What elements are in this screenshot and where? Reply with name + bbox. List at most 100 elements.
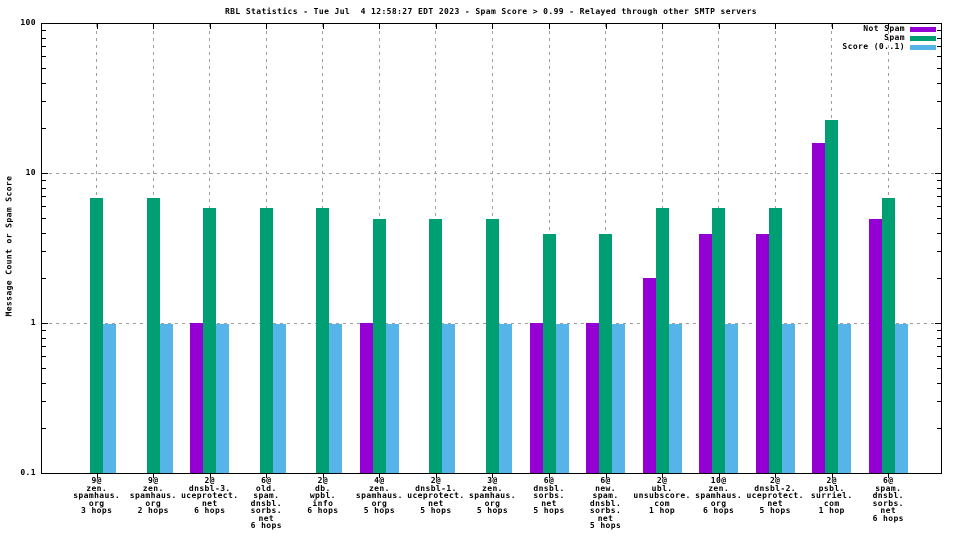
y-minor-tick-right xyxy=(937,37,941,39)
x-tick-label: 2@ dnsbl-2. uceprotect. net 5 hops xyxy=(730,477,820,515)
x-tick-bottom xyxy=(888,474,890,478)
y-minor-tick-right xyxy=(937,206,941,208)
x-tick-label-line: 2@ xyxy=(317,476,329,485)
x-tick-label: 6@ dnsbl. sorbs. net 5 hops xyxy=(504,477,594,515)
x-tick-label-line: dnsbl. xyxy=(533,483,565,493)
x-tick-bottom xyxy=(96,474,98,478)
x-tick-label: 6@ old. spam. dnsbl. sorbs. net 6 hops xyxy=(221,477,311,530)
y-minor-tick-left xyxy=(42,337,46,339)
x-tick-label-line: net xyxy=(880,506,897,515)
x-tick-label-line: spam. xyxy=(253,491,280,500)
y-minor-tick-left xyxy=(42,127,46,129)
x-tick-label-line: dnsbl-1. xyxy=(415,483,457,493)
y-minor-tick-right xyxy=(937,232,941,234)
x-tick-label-line: sorbs. xyxy=(589,506,622,515)
x-tick-label-line: db. xyxy=(315,483,331,493)
x-tick-label-line: spamhaus. xyxy=(695,491,743,500)
legend: Not Spam Spam Score (0..1) xyxy=(842,25,936,51)
x-tick-label-line: 2@ xyxy=(769,476,781,485)
x-tick-label: 2@ dnsbl-1. uceprotect. net 5 hops xyxy=(391,477,481,515)
x-tick-label: 6@ spam. dnsbl. sorbs. net 6 hops xyxy=(843,477,933,522)
x-tick-label-line: 6 hops xyxy=(194,506,226,515)
x-tick-label-line: 5 hops xyxy=(533,506,565,515)
x-tick-label: 10@ zen. spamhaus. org 6 hops xyxy=(674,477,764,515)
x-tick-label-line: old. xyxy=(255,483,277,493)
x-tick-label-line: new. xyxy=(595,483,616,493)
bar-not-spam-12 xyxy=(699,234,713,473)
x-tick-label-line: sorbs. xyxy=(872,498,904,508)
y-minor-tick-left xyxy=(42,382,46,384)
x-tick-label-line: net xyxy=(597,513,614,523)
bar-spam-12 xyxy=(712,208,726,473)
y-minor-tick-left xyxy=(42,346,46,348)
x-tick-label-line: 6@ xyxy=(600,476,611,485)
x-tick-label-line: 5 hops xyxy=(476,506,509,515)
y-tick-label: 100 xyxy=(20,18,36,27)
y-major-tick-right xyxy=(935,173,941,174)
x-tick-label-line: spamhaus. xyxy=(355,491,403,500)
x-tick-label-line: com xyxy=(823,498,840,508)
bar-score-0-1-11 xyxy=(668,323,682,473)
bar-spam-8 xyxy=(485,219,499,473)
x-tick-label-line: spamhaus. xyxy=(129,491,177,500)
bar-spam-11 xyxy=(655,208,669,473)
x-tick-top xyxy=(492,24,494,29)
bar-spam-10 xyxy=(599,234,613,473)
bar-spam-7 xyxy=(429,219,443,473)
x-tick-label-line: ubl. xyxy=(651,483,673,493)
y-minor-tick-right xyxy=(937,46,941,48)
x-tick-label-line: zen. xyxy=(708,483,730,493)
y-minor-tick-right xyxy=(937,277,941,279)
x-tick-label-line: 6@ xyxy=(543,476,555,485)
x-tick-label-line: wpbl. xyxy=(309,491,336,500)
x-tick-label-line: 5 hops xyxy=(363,506,396,515)
bar-not-spam-9 xyxy=(529,323,543,473)
bar-score-0-1-14 xyxy=(838,323,852,473)
y-minor-tick-left xyxy=(42,368,46,370)
x-tick-label-line: zen. xyxy=(142,483,164,493)
bar-spam-14 xyxy=(825,120,839,473)
x-tick-label-line: zen. xyxy=(86,483,108,493)
bar-not-spam-13 xyxy=(755,234,769,473)
y-minor-tick-left xyxy=(42,68,46,70)
x-tick-label: 9@ zen. spamhaus. org 3 hops xyxy=(52,477,142,515)
x-tick-top xyxy=(831,24,833,29)
bar-not-spam-14 xyxy=(812,143,826,473)
x-tick-top xyxy=(153,24,155,29)
x-tick-top xyxy=(605,24,607,29)
x-tick-label-line: org xyxy=(710,498,727,508)
bar-spam-13 xyxy=(768,208,782,473)
y-minor-tick-left xyxy=(42,401,46,403)
bar-score-0-1-6 xyxy=(385,323,399,473)
x-tick-top xyxy=(322,24,324,29)
x-tick-bottom xyxy=(435,474,437,478)
x-tick-label-line: dnsbl. xyxy=(872,491,904,500)
x-tick-label-line: org xyxy=(88,498,105,508)
y-minor-tick-left xyxy=(42,82,46,84)
bar-spam-4 xyxy=(259,208,273,473)
x-tick-label-line: 5 hops xyxy=(420,506,452,515)
bar-score-0-1-12 xyxy=(725,323,739,473)
bar-spam-3 xyxy=(203,208,217,473)
x-tick-label-line: 9@ xyxy=(148,476,159,485)
x-tick-label-line: net xyxy=(258,513,275,523)
x-tick-bottom xyxy=(209,474,211,478)
y-minor-tick-left xyxy=(42,29,46,31)
x-tick-bottom xyxy=(153,474,155,478)
plot-area: Not Spam Spam Score (0..1) xyxy=(41,23,942,478)
x-tick-top xyxy=(718,24,720,29)
x-tick-label-line: 4@ xyxy=(374,476,385,485)
y-minor-tick-left xyxy=(42,427,46,429)
x-tick-top xyxy=(775,24,777,29)
x-tick-label-line: 2@ xyxy=(430,476,442,485)
x-tick-label-line: 10@ xyxy=(710,476,727,485)
x-tick-bottom xyxy=(549,474,551,478)
y-minor-tick-right xyxy=(937,127,941,129)
x-tick-label-line: dnsbl. xyxy=(589,498,622,508)
y-tick-label: 10 xyxy=(25,168,36,177)
bar-not-spam-3 xyxy=(190,323,204,473)
y-minor-tick-right xyxy=(937,329,941,331)
y-minor-tick-left xyxy=(42,232,46,234)
x-tick-label-line: 6 hops xyxy=(250,521,282,530)
